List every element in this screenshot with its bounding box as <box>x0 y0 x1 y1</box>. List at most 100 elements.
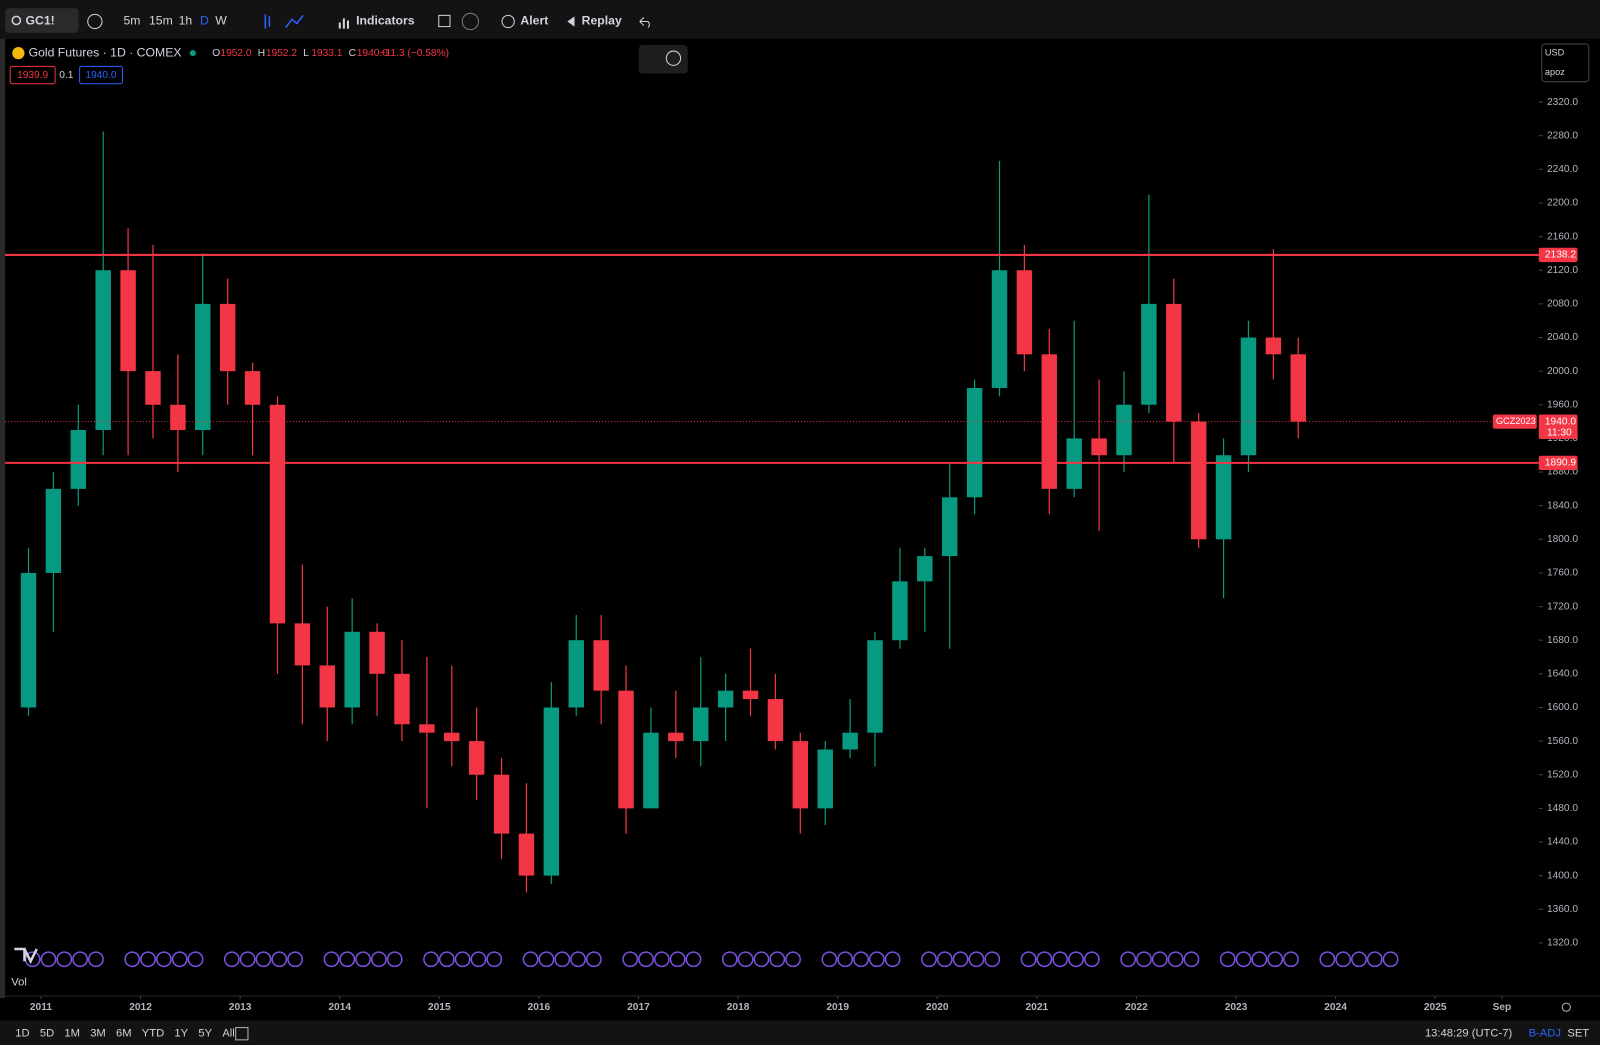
event-marker[interactable] <box>339 951 356 968</box>
ask-box[interactable] <box>79 65 123 85</box>
interval[interactable]: 5m <box>123 14 140 28</box>
event-marker[interactable] <box>837 951 854 968</box>
event-marker[interactable] <box>853 951 869 968</box>
event-marker[interactable] <box>554 951 571 968</box>
event-marker[interactable] <box>323 951 340 968</box>
event-marker[interactable] <box>721 951 738 968</box>
event-marker[interactable] <box>1020 951 1037 968</box>
event-marker[interactable] <box>868 951 885 968</box>
event-marker[interactable] <box>1219 951 1236 968</box>
event-marker[interactable] <box>255 951 272 968</box>
symbol-search[interactable] <box>5 8 79 33</box>
event-marker[interactable] <box>785 951 801 968</box>
event-marker[interactable] <box>1052 951 1069 968</box>
event-marker[interactable] <box>522 951 539 968</box>
event-marker[interactable] <box>470 951 487 968</box>
event-marker[interactable] <box>40 951 57 968</box>
event-marker[interactable] <box>1335 951 1352 968</box>
event-marker[interactable] <box>821 951 838 968</box>
alert-button[interactable]: Alert <box>520 14 548 28</box>
event-marker[interactable] <box>171 951 188 968</box>
event-marker[interactable] <box>585 951 602 968</box>
range-button[interactable]: 5D <box>40 1028 54 1040</box>
event-marker[interactable] <box>1382 951 1399 968</box>
event-marker[interactable] <box>140 951 156 968</box>
event-marker[interactable] <box>187 951 204 968</box>
event-marker[interactable] <box>1235 951 1252 968</box>
event-marker[interactable] <box>223 951 240 968</box>
event-marker[interactable] <box>685 951 702 968</box>
event-marker[interactable] <box>155 951 172 968</box>
floating-toolbar[interactable] <box>638 44 688 74</box>
event-marker[interactable] <box>1283 951 1299 968</box>
interval[interactable]: 15m <box>149 14 173 28</box>
event-marker[interactable] <box>1036 951 1053 968</box>
axis-settings[interactable] <box>1561 1002 1571 1012</box>
event-marker[interactable] <box>124 951 141 968</box>
templates-icon[interactable] <box>461 12 480 31</box>
event-marker[interactable] <box>669 951 686 968</box>
event-marker[interactable] <box>370 951 387 968</box>
range-button[interactable]: 3M <box>90 1028 106 1040</box>
indicators-button[interactable]: Indicators <box>356 14 415 28</box>
session-toggle[interactable]: SET <box>1567 1028 1589 1040</box>
range-button[interactable]: 1Y <box>174 1028 188 1040</box>
event-marker[interactable] <box>239 951 256 968</box>
event-marker[interactable] <box>1251 951 1268 968</box>
chart-type-icons[interactable] <box>264 14 304 29</box>
event-marker[interactable] <box>538 951 555 968</box>
event-marker[interactable] <box>271 951 288 968</box>
interval-active[interactable]: D <box>200 14 209 28</box>
range-button[interactable]: 1D <box>15 1028 29 1040</box>
event-marker[interactable] <box>386 951 403 968</box>
event-marker[interactable] <box>355 951 371 968</box>
range-button[interactable]: All <box>222 1028 234 1040</box>
goto-date[interactable] <box>235 1027 249 1041</box>
event-marker[interactable] <box>1136 951 1152 968</box>
event-marker[interactable] <box>1366 951 1383 968</box>
bid-box[interactable] <box>9 65 56 85</box>
event-marker[interactable] <box>486 951 503 968</box>
range-button[interactable]: YTD <box>142 1028 164 1040</box>
event-marker[interactable] <box>72 951 89 968</box>
object-tree-icon[interactable] <box>665 50 682 66</box>
event-marker[interactable] <box>423 951 439 968</box>
event-marker[interactable] <box>1068 951 1084 968</box>
event-marker[interactable] <box>438 951 455 968</box>
event-marker[interactable] <box>952 951 969 968</box>
event-marker[interactable] <box>1319 951 1336 968</box>
event-marker[interactable] <box>984 951 1001 968</box>
event-marker[interactable] <box>1267 951 1284 968</box>
compare-button[interactable] <box>87 13 103 30</box>
event-marker[interactable] <box>968 951 985 968</box>
event-marker[interactable] <box>921 951 937 968</box>
event-marker[interactable] <box>936 951 953 968</box>
event-marker[interactable] <box>570 951 586 968</box>
adjust-toggle[interactable]: B-ADJ <box>1529 1028 1561 1040</box>
event-marker[interactable] <box>1151 951 1168 968</box>
event-marker[interactable] <box>769 951 786 968</box>
event-marker[interactable] <box>56 951 73 968</box>
undo[interactable] <box>639 17 650 28</box>
interval[interactable]: 1h <box>179 14 193 28</box>
event-marker[interactable] <box>88 951 104 968</box>
event-marker[interactable] <box>653 951 670 968</box>
currency-box[interactable] <box>1541 43 1590 83</box>
event-marker[interactable] <box>1120 951 1137 968</box>
event-marker[interactable] <box>622 951 639 968</box>
event-marker[interactable] <box>1167 951 1184 968</box>
range-button[interactable]: 6M <box>116 1028 132 1040</box>
event-marker[interactable] <box>1183 951 1200 968</box>
event-marker[interactable] <box>884 951 901 968</box>
event-marker[interactable] <box>753 951 770 968</box>
event-marker[interactable] <box>638 951 654 968</box>
event-marker[interactable] <box>1083 951 1100 968</box>
range-button[interactable]: 1M <box>64 1028 80 1040</box>
range-button[interactable]: 5Y <box>198 1028 212 1040</box>
event-marker[interactable] <box>1351 951 1367 968</box>
event-marker[interactable] <box>287 951 304 968</box>
event-marker[interactable] <box>737 951 754 968</box>
replay-button[interactable]: Replay <box>582 14 622 28</box>
interval[interactable]: W <box>215 14 227 28</box>
layouts-icon[interactable] <box>438 14 451 28</box>
